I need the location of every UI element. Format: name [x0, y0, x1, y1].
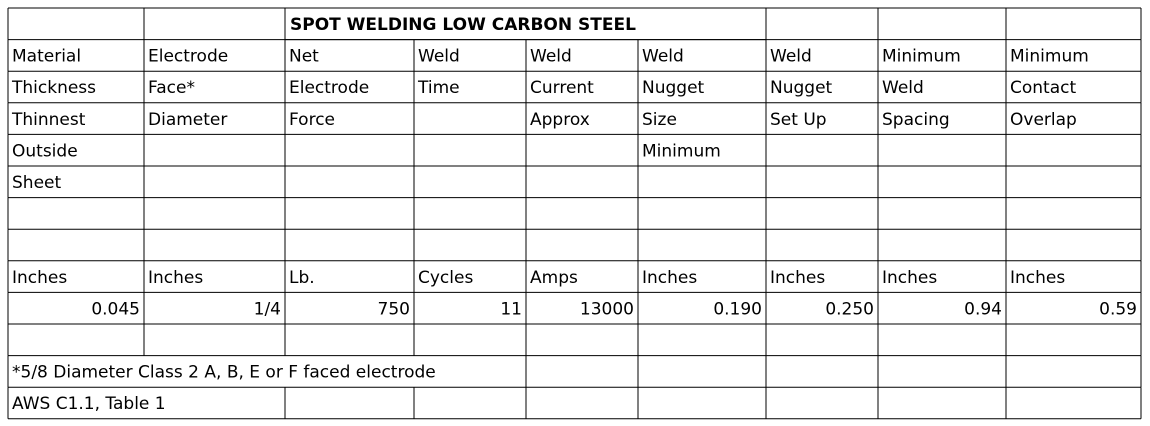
- header-cell: Sheet: [12, 173, 61, 193]
- header-cell: Contact: [1010, 78, 1076, 98]
- header-cell: Force: [289, 110, 335, 130]
- value-cell: 1/4: [254, 299, 281, 319]
- header-cell: Approx: [530, 110, 590, 130]
- header-cell: Diameter: [148, 110, 227, 130]
- header-cell: Weld: [770, 47, 812, 67]
- header-cell: Minimum: [1010, 47, 1089, 67]
- header-cell: Weld: [642, 47, 684, 67]
- header-cell: Outside: [12, 141, 78, 161]
- header-cell: Electrode: [148, 47, 228, 67]
- header-cell: Spacing: [882, 110, 950, 130]
- header-cell: Current: [530, 78, 594, 98]
- value-cell: 0.94: [964, 299, 1002, 319]
- unit-cell: Inches: [1010, 268, 1065, 288]
- value-cell: 0.59: [1099, 299, 1137, 319]
- header-cell: Set Up: [770, 110, 827, 130]
- header-cell: Weld: [530, 47, 572, 67]
- header-cell: Thickness: [11, 78, 96, 98]
- table-title: SPOT WELDING LOW CARBON STEEL: [290, 15, 636, 35]
- unit-cell: Cycles: [418, 268, 473, 288]
- unit-cell: Lb.: [289, 268, 315, 288]
- unit-cell: Inches: [642, 268, 697, 288]
- unit-cell: Inches: [148, 268, 203, 288]
- header-cell: Weld: [882, 78, 924, 98]
- value-cell: 13000: [580, 299, 634, 319]
- header-cell: Minimum: [642, 141, 721, 161]
- header-cell: Size: [642, 110, 677, 130]
- value-cell: 11: [500, 299, 522, 319]
- header-cell: Weld: [418, 47, 460, 67]
- header-cell: Nugget: [770, 78, 833, 98]
- value-cell: 750: [378, 299, 410, 319]
- source-note: AWS C1.1, Table 1: [12, 394, 166, 414]
- header-cell: Overlap: [1010, 110, 1077, 130]
- unit-cell: Inches: [882, 268, 937, 288]
- header-cell: Net: [289, 47, 319, 67]
- value-cell: 0.190: [713, 299, 762, 319]
- unit-cell: Amps: [530, 268, 578, 288]
- footnote: *5/8 Diameter Class 2 A, B, E or F faced…: [12, 363, 436, 383]
- header-cell: Minimum: [882, 47, 961, 67]
- value-cell: 0.045: [91, 299, 140, 319]
- header-cell: Electrode: [289, 78, 369, 98]
- header-cell: Nugget: [642, 78, 705, 98]
- header-cell: Face*: [148, 78, 195, 98]
- header-cell: Material: [12, 47, 81, 67]
- unit-cell: Inches: [770, 268, 825, 288]
- header-cell: Thinnest: [11, 110, 86, 130]
- value-cell: 0.250: [825, 299, 874, 319]
- unit-cell: Inches: [12, 268, 67, 288]
- header-cell: Time: [417, 78, 460, 98]
